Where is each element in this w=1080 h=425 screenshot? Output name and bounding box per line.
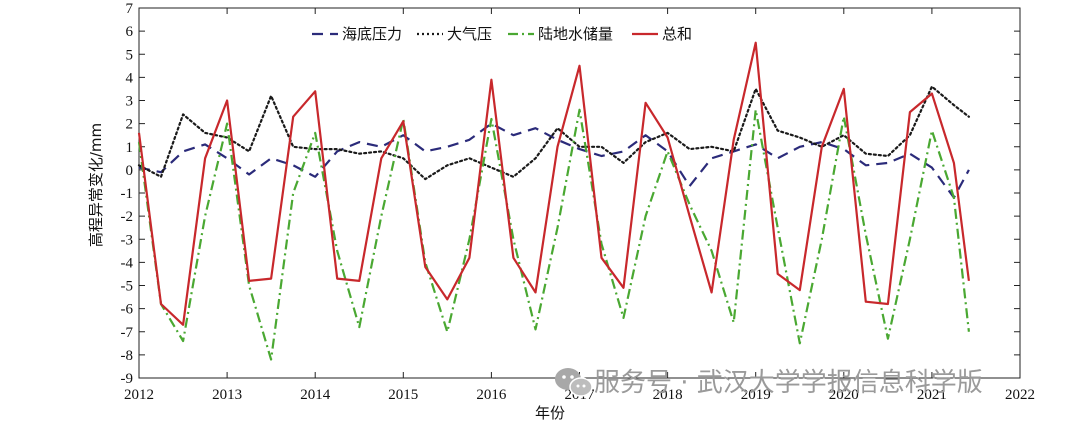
legend-label-1: 海底压力 xyxy=(342,25,402,43)
y-tick-label: 7 xyxy=(126,1,134,17)
plot-frame xyxy=(138,7,1021,379)
x-tick-label: 2013 xyxy=(212,387,242,403)
series-line-3 xyxy=(137,108,970,361)
y-tick-label: 3 xyxy=(126,94,134,110)
y-tick-label: 0 xyxy=(126,163,134,179)
y-tick-label: -8 xyxy=(121,348,134,364)
x-tick-label: 2019 xyxy=(741,387,771,403)
watermark-text: 服务号 · 武汉大学学报信息科学版 xyxy=(594,368,983,398)
legend: 海底压力 大气压 陆地水储量 总和 xyxy=(312,25,692,43)
x-tick-label: 2012 xyxy=(124,387,154,403)
x-tick-label: 2020 xyxy=(829,387,859,403)
watermark: 服务号 · 武汉大学学报信息科学版 xyxy=(555,368,983,398)
y-tick-label: -6 xyxy=(121,302,134,318)
wechat-icon xyxy=(555,368,593,397)
x-axis-label: 年份 xyxy=(535,404,565,422)
y-tick-label: -7 xyxy=(121,325,134,341)
legend-label-4: 总和 xyxy=(662,25,692,43)
x-tick-label: 2021 xyxy=(917,387,947,403)
x-tick-label: 2014 xyxy=(300,387,331,403)
y-tick-label: -5 xyxy=(121,279,134,295)
y-tick-label: -4 xyxy=(121,255,134,271)
legend-label-2: 大气压 xyxy=(447,25,492,43)
x-tick-label: 2016 xyxy=(476,387,507,403)
series-line-4 xyxy=(137,41,970,326)
series-line-1 xyxy=(138,122,970,199)
y-tick-label: -2 xyxy=(121,209,134,225)
y-axis-label: 高程异常变化/mm xyxy=(87,123,105,247)
y-tick-label: -1 xyxy=(121,186,134,202)
y-tick-label: -9 xyxy=(121,371,134,387)
y-tick-label: 6 xyxy=(126,24,134,40)
y-tick-label: 4 xyxy=(126,70,134,86)
y-tick-label: 5 xyxy=(126,47,134,63)
y-tick-label: -3 xyxy=(121,232,134,248)
legend-label-3: 陆地水储量 xyxy=(538,25,613,43)
y-tick-label: 2 xyxy=(126,117,134,133)
x-tick-label: 2018 xyxy=(653,387,683,403)
plot-border xyxy=(138,7,1021,379)
y-axis-ticks: -9 -8 -7 -6 -5 -4 -3 -2 -1 0 1 2 3 4 5 6 7 xyxy=(121,1,1020,387)
series-layer xyxy=(137,41,971,361)
y-tick-label: 1 xyxy=(126,140,134,156)
x-tick-label: 2015 xyxy=(388,387,418,403)
series-line-2 xyxy=(137,85,971,181)
x-tick-label: 2022 xyxy=(1005,387,1035,403)
